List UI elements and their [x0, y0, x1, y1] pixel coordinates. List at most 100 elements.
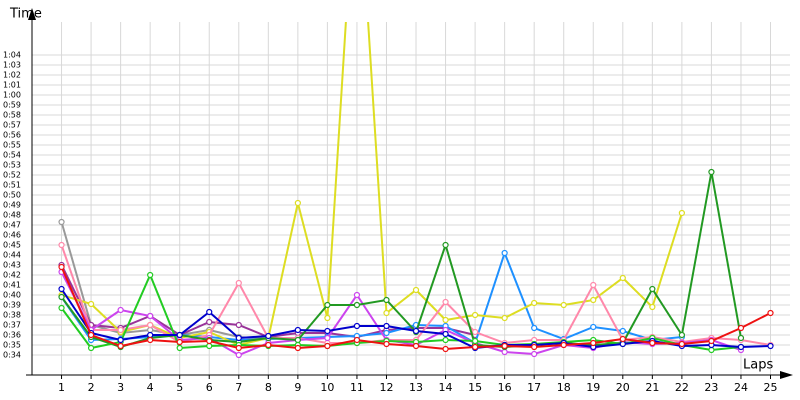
plot-area: [58, 22, 774, 359]
data-point: [767, 309, 774, 317]
data-point: [412, 286, 420, 294]
x-tick-label: 3: [117, 381, 124, 394]
data-point: [353, 336, 361, 344]
data-point: [353, 291, 361, 299]
y-tick-label: 0:44: [3, 251, 21, 260]
y-tick-label: 0:39: [3, 301, 21, 310]
y-tick-label: 0:45: [3, 241, 21, 250]
y-tick-label: 0:38: [3, 311, 21, 320]
y-axis-arrow: [28, 8, 36, 20]
y-tick-label: 0:53: [3, 161, 21, 170]
data-point: [383, 309, 390, 317]
data-point: [472, 343, 479, 351]
data-point: [58, 304, 65, 312]
x-tick-label: 25: [764, 381, 778, 394]
data-point: [324, 327, 331, 335]
y-tick-label: 0:37: [3, 321, 21, 330]
data-point: [708, 337, 715, 345]
data-point: [87, 331, 95, 339]
data-point: [147, 331, 154, 339]
data-point: [619, 335, 626, 343]
x-axis-label: Laps: [743, 358, 773, 373]
x-tick-label: 17: [527, 381, 541, 394]
series-line: [61, 22, 683, 347]
data-point: [412, 327, 420, 335]
data-point: [501, 314, 508, 322]
y-tick-label: 0:51: [3, 181, 21, 190]
data-point: [58, 285, 65, 293]
data-point: [147, 336, 154, 344]
data-point: [442, 336, 449, 344]
data-point: [265, 332, 272, 340]
x-tick-label: 9: [294, 381, 301, 394]
data-point: [383, 296, 390, 304]
data-point: [58, 241, 65, 249]
y-tick-label: 0:34: [3, 351, 21, 360]
data-point: [353, 322, 361, 330]
data-point: [501, 249, 508, 257]
y-tick-label: 0:35: [3, 341, 21, 350]
data-point: [265, 341, 272, 349]
x-tick-label: 6: [206, 381, 213, 394]
data-point: [590, 296, 597, 304]
data-point: [147, 321, 154, 329]
data-point: [294, 199, 301, 207]
data-point: [678, 209, 685, 217]
data-point: [649, 339, 656, 347]
data-point: [501, 348, 508, 356]
x-tick-label: 22: [675, 381, 689, 394]
y-tick-label: 0:48: [3, 211, 21, 220]
data-point: [590, 281, 597, 289]
y-tick-label: 1:02: [3, 71, 21, 80]
data-point: [58, 293, 65, 301]
data-point: [383, 329, 390, 337]
y-axis-label: Time: [9, 7, 42, 22]
data-point: [294, 326, 301, 334]
x-tick-label: 23: [704, 381, 718, 394]
data-point: [176, 331, 183, 339]
data-point: [619, 340, 626, 348]
data-point: [324, 301, 331, 309]
data-point: [531, 350, 538, 358]
x-tick-label: 21: [645, 381, 659, 394]
x-tick-label: 4: [147, 381, 154, 394]
data-point: [708, 168, 715, 176]
data-point: [206, 318, 213, 326]
x-tick-label: 12: [379, 381, 393, 394]
data-point: [235, 344, 242, 352]
data-point: [324, 342, 331, 350]
data-point: [324, 334, 331, 342]
data-point: [678, 340, 685, 348]
data-point: [383, 340, 390, 348]
data-point: [176, 338, 183, 346]
y-tick-label: 0:54: [3, 151, 21, 160]
data-point: [235, 334, 242, 342]
data-point: [472, 337, 479, 345]
data-point: [442, 316, 449, 324]
data-point: [619, 274, 626, 282]
x-axis-arrow: [780, 371, 793, 379]
y-tick-label: 0:55: [3, 141, 21, 150]
data-point: [737, 324, 745, 332]
data-point: [737, 343, 745, 351]
y-tick-label: 0:46: [3, 231, 21, 240]
data-point: [678, 331, 685, 339]
y-tick-label: 0:57: [3, 121, 21, 130]
data-point: [206, 308, 213, 316]
x-tick-label: 14: [439, 381, 453, 394]
data-point: [147, 271, 154, 279]
x-tick-label: 1: [58, 381, 65, 394]
y-tick-label: 1:04: [3, 51, 21, 60]
data-point: [87, 344, 95, 352]
x-tick-label: 2: [88, 381, 95, 394]
data-point: [58, 218, 65, 226]
data-point: [353, 301, 361, 309]
x-tick-label: 15: [468, 381, 482, 394]
data-point: [176, 344, 183, 352]
y-tick-label: 0:42: [3, 271, 21, 280]
data-point: [206, 342, 213, 350]
x-tick-label: 16: [498, 381, 512, 394]
y-tick-label: 0:36: [3, 331, 21, 340]
